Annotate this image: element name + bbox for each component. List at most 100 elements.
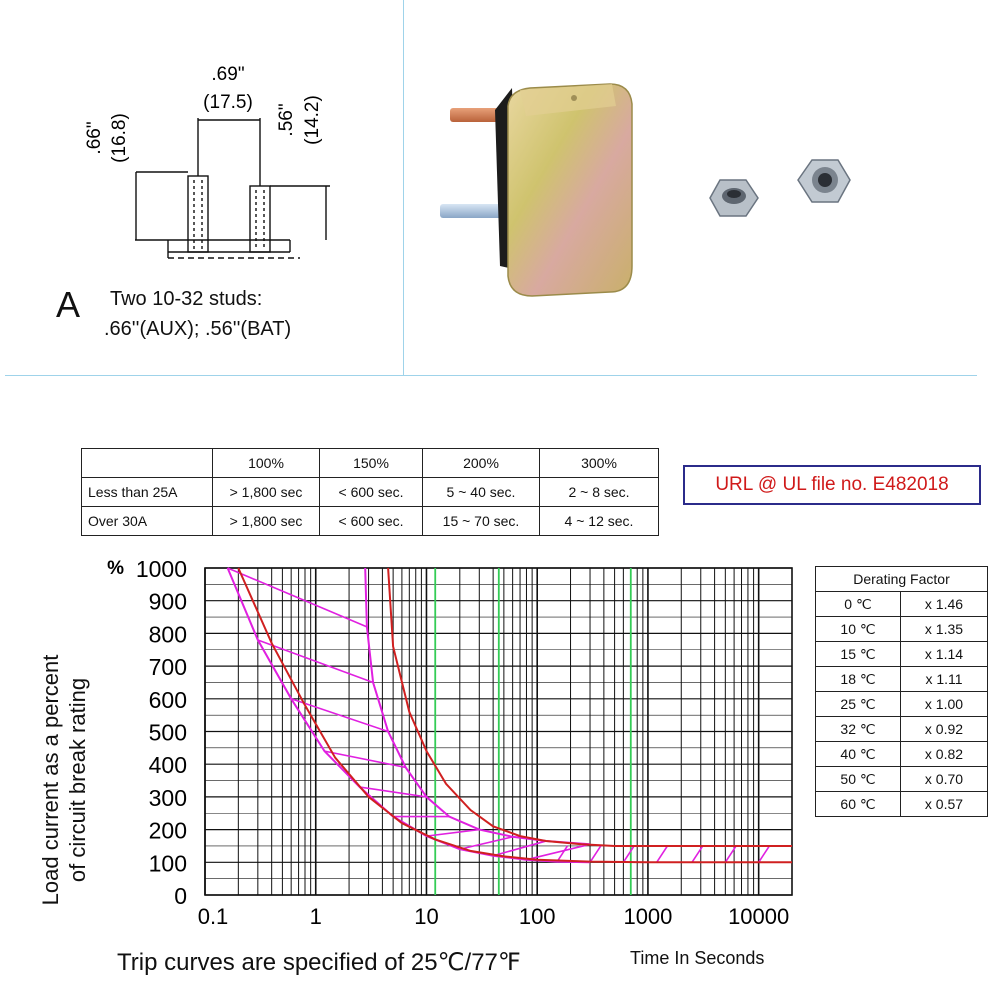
table-cell: x 1.11: [900, 666, 988, 692]
table-cell: < 600 sec.: [319, 506, 423, 536]
y-axis-label-line1: Load current as a percent: [38, 654, 63, 906]
x-tick-label: 10: [414, 904, 438, 929]
table-cell: < 600 sec.: [319, 477, 423, 507]
table-row: 50 ℃ x 0.70: [815, 766, 988, 792]
y-tick-label: 200: [149, 818, 187, 844]
x-tick-label: 100: [519, 904, 556, 929]
derating-title: Derating Factor: [815, 566, 988, 592]
min-trip-curve: [237, 567, 792, 864]
table-row: Over 30A > 1,800 sec < 600 sec. 15 ~ 70 …: [81, 506, 659, 536]
table-cell: x 1.35: [900, 616, 988, 642]
ul-file-note: URL @ UL file no. E482018: [683, 465, 981, 505]
band-hatch-line: [459, 836, 513, 850]
top-width-mm: (17.5): [203, 92, 253, 113]
x-tick-label: 1: [310, 904, 322, 929]
y-tick-label: 500: [149, 720, 187, 746]
chart-band: [227, 567, 771, 863]
studs-lengths: .66''(AUX); .56''(BAT): [104, 318, 292, 340]
table-row: 40 ℃ x 0.82: [815, 741, 988, 767]
y-tick-label: 900: [149, 589, 187, 615]
band-hatch-line: [589, 845, 602, 863]
y-tick-label: 800: [149, 621, 187, 647]
y-tick-label: 1000: [136, 556, 187, 582]
studs-description: Two 10-32 studs:: [110, 288, 263, 310]
y-tick-label: 100: [149, 850, 187, 876]
table-cell: x 1.00: [900, 691, 988, 717]
nuts-image: [709, 159, 851, 217]
table-cell: 25 ℃: [815, 691, 901, 717]
table-cell: 300%: [539, 448, 659, 478]
left-height-in: .66": [84, 121, 105, 154]
table-cell: 150%: [319, 448, 423, 478]
chart-grid: [204, 567, 793, 896]
top-vertical-divider: [403, 0, 404, 375]
table-cell: 4 ~ 12 sec.: [539, 506, 659, 536]
y-tick-label: 700: [149, 654, 187, 680]
band-hatch-line: [324, 750, 406, 769]
y-tick-label: 300: [149, 785, 187, 811]
table-cell: 2 ~ 8 sec.: [539, 477, 659, 507]
band-hatch-line: [290, 698, 389, 733]
trip-time-table: 100% 150% 200% 300% Less than 25A > 1,80…: [81, 448, 659, 536]
table-row: 32 ℃ x 0.92: [815, 716, 988, 742]
right-height-in: .56": [276, 103, 297, 136]
top-horizontal-divider: [5, 375, 977, 376]
table-cell: x 0.57: [900, 791, 988, 817]
table-row: 10 ℃ x 1.35: [815, 616, 988, 642]
chart-ticks: 0 100 200 300 400 500 600 700 800 900 1000 0.1 1 10 10…: [136, 556, 789, 929]
chart-series: [226, 567, 792, 864]
dimension-drawing: .69" (17.5) .66" (16.8) .56" (14.2): [84, 64, 330, 259]
table-cell: 10 ℃: [815, 616, 901, 642]
band-hatch-line: [526, 843, 591, 861]
x-tick-label: 10000: [728, 904, 789, 929]
table-row: 60 ℃ x 0.57: [815, 791, 988, 817]
y-tick-label: 600: [149, 687, 187, 713]
trip-curve-note: Trip curves are specified of 25℃/77℉: [117, 949, 521, 976]
table-cell: [81, 448, 213, 478]
table-row: 0 ℃ x 1.46: [815, 591, 988, 617]
table-row: 25 ℃ x 1.00: [815, 691, 988, 717]
table-cell: > 1,800 sec: [212, 506, 320, 536]
table-cell: 60 ℃: [815, 791, 901, 817]
table-cell: x 0.92: [900, 716, 988, 742]
band-hatch-line: [656, 845, 669, 863]
table-cell: x 1.46: [900, 591, 988, 617]
table-cell: x 0.82: [900, 741, 988, 767]
y-tick-label: 400: [149, 752, 187, 778]
band-hatch-line: [691, 845, 704, 863]
table-cell: 15 ~ 70 sec.: [422, 506, 540, 536]
band-outer-curve: [364, 567, 591, 846]
max-trip-curve: [387, 567, 792, 847]
table-cell: 50 ℃: [815, 766, 901, 792]
y-axis-label-line2: of circuit break rating: [65, 677, 90, 883]
table-cell: Less than 25A: [81, 477, 213, 507]
table-row: 15 ℃ x 1.14: [815, 641, 988, 667]
band-hatch-line: [757, 845, 771, 863]
band-hatch-line: [359, 786, 427, 798]
y-tick-label: 0: [174, 883, 187, 909]
option-letter: A: [56, 284, 81, 325]
right-height-mm: (14.2): [302, 95, 323, 145]
y-unit-label: %: [107, 558, 124, 579]
table-cell: 200%: [422, 448, 540, 478]
table-cell: > 1,800 sec: [212, 477, 320, 507]
band-hatch-line: [426, 828, 480, 837]
table-row: 18 ℃ x 1.11: [815, 666, 988, 692]
x-axis-label: Time In Seconds: [630, 948, 765, 968]
x-tick-label: 0.1: [198, 904, 229, 929]
table-row: Derating Factor: [815, 566, 988, 592]
left-height-mm: (16.8): [109, 113, 130, 163]
x-tick-label: 1000: [623, 904, 672, 929]
band-hatch-line: [492, 840, 547, 857]
top-width-in: .69": [211, 64, 244, 85]
circuit-breaker-image: [440, 83, 633, 297]
band-hatch-line: [257, 639, 374, 684]
band-hatch-line: [724, 845, 737, 863]
derating-table: Derating Factor 0 ℃ x 1.46 10 ℃ x 1.35 15 …: [815, 566, 988, 817]
band-hatch-line: [622, 845, 635, 863]
band-hatch-line: [227, 567, 368, 628]
y-axis-label: Load current as a percent of circuit bre…: [37, 620, 91, 940]
table-cell: Over 30A: [81, 506, 213, 536]
table-row: 100% 150% 200% 300%: [81, 448, 659, 478]
